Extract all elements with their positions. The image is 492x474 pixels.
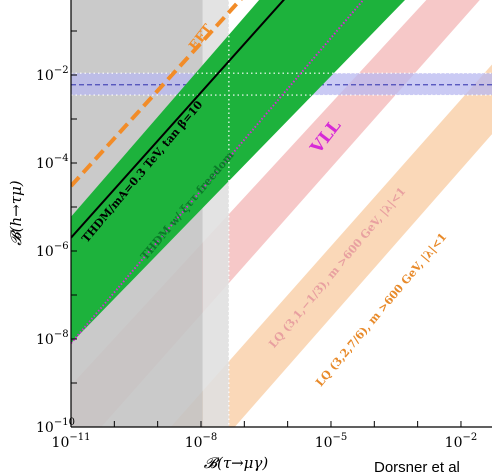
x-tick-label: 10−8 (185, 432, 218, 451)
axis-labels: 𝓑(τ→μγ) 𝓑(h→τμ) Dorsner et al (7, 180, 460, 474)
thdm-band (71, 0, 405, 344)
y-axis-label: 𝓑(h→τμ) (7, 180, 25, 245)
y-tick-label: 10−8 (36, 329, 69, 348)
thdm-line (71, 0, 285, 239)
lq-327-band (170, 64, 492, 427)
x-tick-label: 10−11 (52, 432, 91, 451)
x-tick-label: 10−2 (445, 432, 478, 451)
x-tick-label: 10−5 (315, 432, 348, 451)
y-tick-label: 10−6 (36, 241, 69, 260)
x-axis-label: 𝓑(τ→μγ) (204, 454, 269, 472)
credit-text: Dorsner et al (374, 459, 460, 474)
y-tick-label: 10−4 (36, 153, 69, 172)
vll-line (71, 0, 365, 344)
eft-line (71, 0, 243, 188)
y-tick-label: 10−2 (36, 65, 69, 84)
